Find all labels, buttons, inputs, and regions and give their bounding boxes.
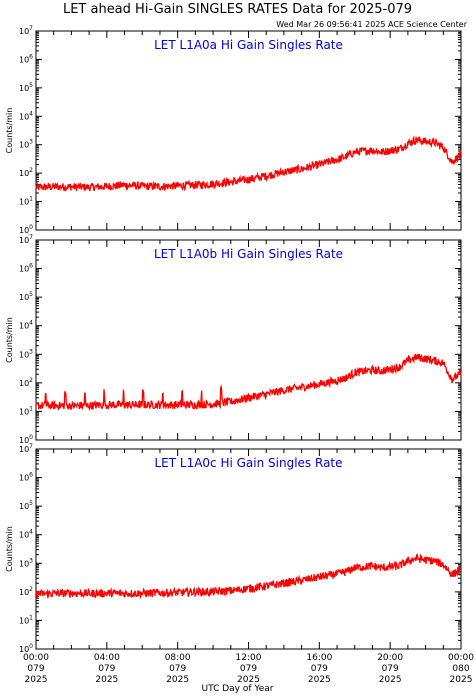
data-series-line: [35, 553, 462, 600]
y-tick-label: 106: [19, 53, 33, 64]
y-tick-label: 100: [19, 643, 33, 654]
y-tick-label: 101: [19, 196, 33, 207]
y-tick-label: 100: [19, 434, 33, 445]
panel-title: LET L1A0b Hi Gain Singles Rate: [154, 247, 343, 261]
data-series-line: [35, 135, 462, 193]
y-tick-label: 106: [19, 263, 33, 274]
y-tick-label: 101: [19, 405, 33, 416]
x-tick-label: 16:00 079 2025: [306, 653, 332, 685]
x-axis-label: UTC Day of Year: [201, 684, 274, 694]
x-tick-label: 20:00 079 2025: [377, 653, 403, 685]
y-tick-label: 103: [19, 557, 33, 568]
y-tick-label: 104: [19, 529, 33, 540]
panel-title: LET L1A0a Hi Gain Singles Rate: [154, 38, 343, 52]
y-tick-label: 103: [19, 139, 33, 150]
data-series-line: [35, 353, 462, 412]
y-tick-label: 107: [19, 443, 33, 454]
y-tick-label: 105: [19, 500, 33, 511]
y-axis-label: Counts/min: [5, 526, 14, 572]
panel-3: 100 101 102 103 104 105 106 107 Counts/min LET L1…: [5, 443, 474, 685]
y-tick-label: 104: [19, 110, 33, 121]
plot-frame: [35, 30, 462, 231]
y-tick-label: 102: [19, 586, 33, 597]
y-tick-label: 105: [19, 82, 33, 93]
timestamp: Wed Mar 26 09:56:41 2025 ACE Science Cen…: [276, 20, 467, 29]
x-tick-label: 00:00 080 2025: [448, 653, 474, 685]
panel-title: LET L1A0c Hi Gain Singles Rate: [154, 456, 342, 470]
y-tick-label: 102: [19, 377, 33, 388]
x-tick-label: 12:00 079 2025: [236, 653, 262, 685]
y-tick-label: 106: [19, 472, 33, 483]
x-tick-label: 00:00 079 2025: [23, 653, 49, 685]
y-tick-label: 102: [19, 167, 33, 178]
y-tick-label: 107: [19, 25, 33, 36]
y-tick-label: 100: [19, 224, 33, 235]
y-tick-label: 105: [19, 291, 33, 302]
y-axis-label: Counts/min: [5, 108, 14, 154]
panel-2: 100 101 102 103 104 105 106 107 Counts/min LET L1…: [5, 234, 462, 445]
page-title: LET ahead Hi-Gain SINGLES RATES Data for…: [62, 2, 413, 17]
plot-frame: [35, 239, 462, 441]
x-tick-label: 04:00 079 2025: [94, 653, 120, 685]
y-tick-label: 101: [19, 614, 33, 625]
plot-frame: [35, 448, 462, 650]
y-tick-label: 107: [19, 234, 33, 245]
panel-1: 100 101 102 103 104 105 106 107 Counts/min LET L1…: [5, 25, 462, 235]
x-tick-label: 08:00 079 2025: [165, 653, 191, 685]
y-axis-label: Counts/min: [5, 317, 14, 363]
y-tick-label: 103: [19, 348, 33, 359]
y-tick-label: 104: [19, 320, 33, 331]
